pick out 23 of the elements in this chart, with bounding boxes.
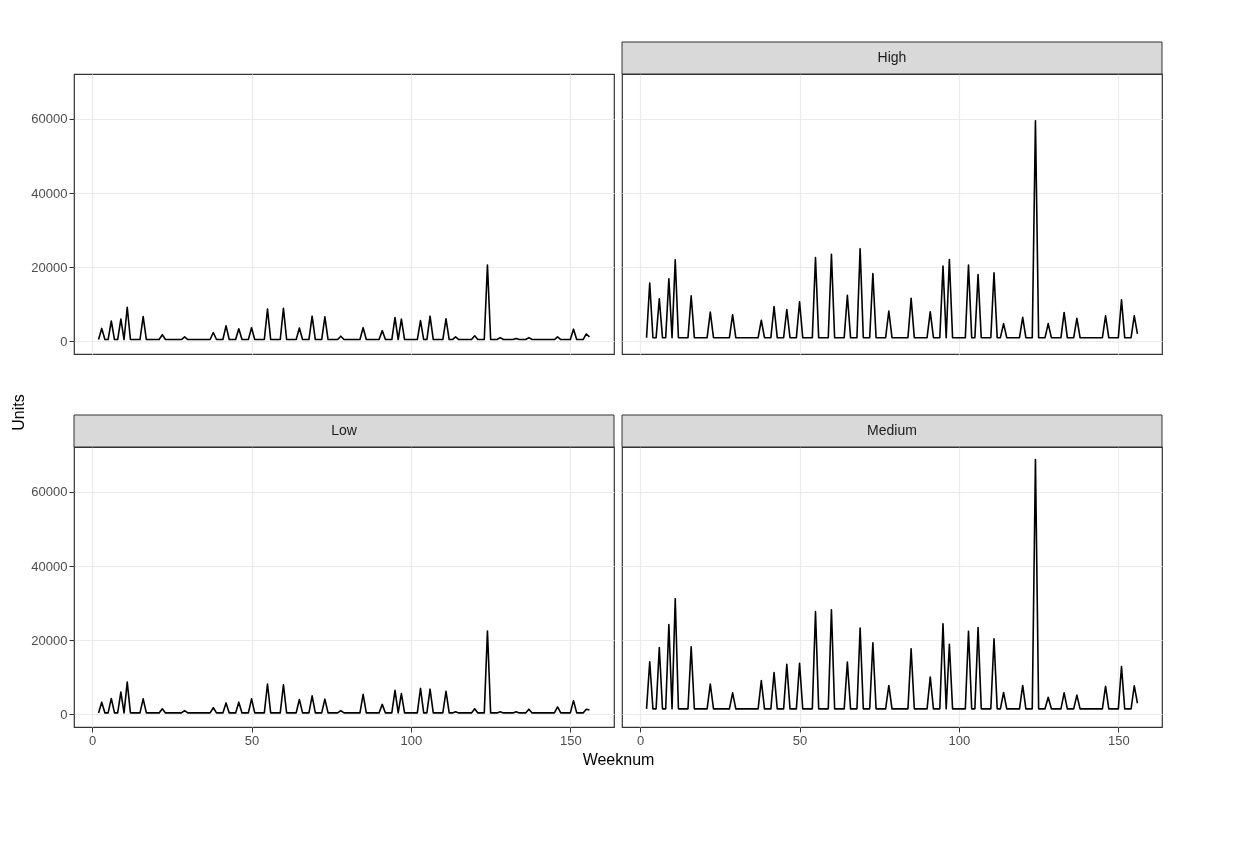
x-tick-label: 0: [89, 732, 97, 748]
y-tick-label: 0: [60, 706, 68, 722]
x-tick-label: 100: [948, 732, 971, 748]
chart-title: Medium: [867, 422, 917, 438]
chart-title: High: [877, 49, 907, 65]
line-series: [97, 264, 591, 341]
y-tick-label: 60000: [31, 484, 68, 500]
y-axis-title: Units: [10, 394, 28, 431]
x-tick-label: 150: [1107, 732, 1130, 748]
y-tick-label: 0: [60, 333, 68, 349]
y-tick-label: 60000: [31, 111, 68, 127]
chart-title: Low: [331, 422, 358, 438]
x-tick-label: 0: [637, 732, 645, 748]
x-tick-label: 150: [559, 732, 582, 748]
y-tick-label: 40000: [31, 185, 68, 201]
y-tick-label: 20000: [31, 259, 68, 275]
x-tick-label: 50: [792, 732, 808, 748]
x-tick-label: 50: [244, 732, 260, 748]
x-axis-title: Weeknum: [582, 750, 655, 768]
y-tick-label: 40000: [31, 558, 68, 574]
y-tick-label: 20000: [31, 632, 68, 648]
line-series: [97, 630, 591, 714]
x-tick-label: 100: [400, 732, 423, 748]
